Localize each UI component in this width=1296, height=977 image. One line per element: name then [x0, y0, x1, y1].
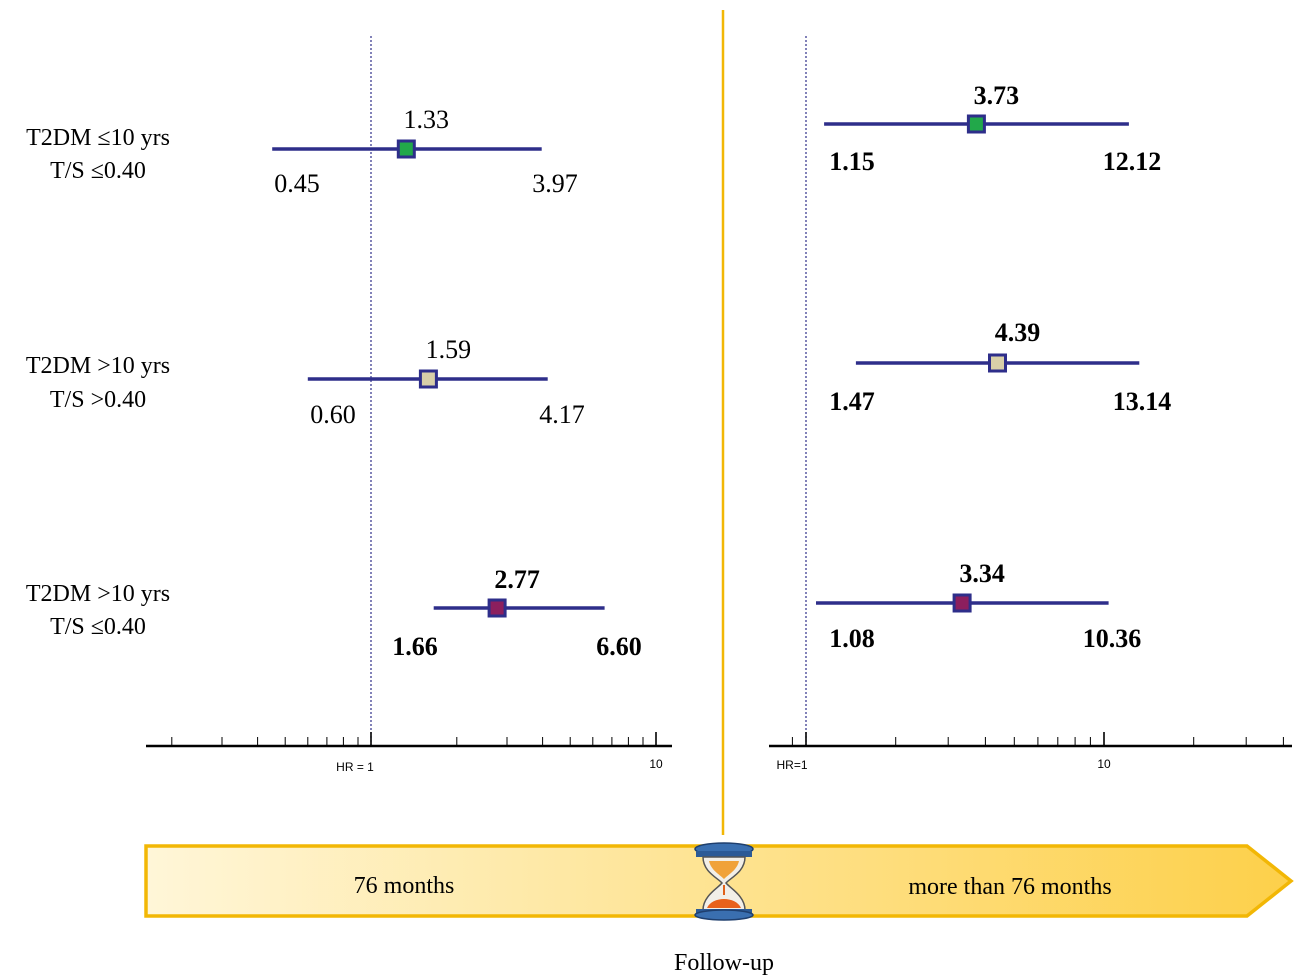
left-axis-tick-label-10: 10	[649, 757, 663, 771]
right-axis-ref-label: HR=1	[776, 758, 807, 772]
right-row1-hr-marker	[966, 114, 986, 134]
right-row1-upper-label: 12.12	[1103, 147, 1162, 176]
forest-plot-right-panel: HR=1 10 3.73 1.15 12.12 4.39 1.47 13.14 …	[769, 36, 1292, 772]
row-labels: T2DM ≤10 yrs T/S ≤0.40 T2DM >10 yrs T/S …	[26, 125, 170, 640]
left-row1-upper-label: 3.97	[532, 169, 578, 198]
right-row3-upper-label: 10.36	[1083, 624, 1142, 653]
left-axis-ticks	[171, 732, 657, 746]
right-row3-hr-marker	[952, 593, 972, 613]
row-label-2-line1: T2DM >10 yrs	[26, 353, 170, 379]
right-row2-hr-label: 4.39	[995, 318, 1041, 347]
left-row1-hr-marker	[396, 139, 416, 159]
right-row1-hr-label: 3.73	[974, 81, 1020, 110]
left-row2-upper-label: 4.17	[539, 400, 585, 429]
left-row3-hr-marker	[487, 598, 507, 618]
right-row3-hr-label: 3.34	[959, 559, 1005, 588]
forest-plot-left-panel: HR = 1 10 1.33 0.45 3.97 1.59 0.60 4.17 …	[146, 36, 672, 774]
left-axis-ref-label: HR = 1	[336, 760, 374, 774]
timeline-left-label: 76 months	[354, 873, 455, 899]
row-label-3-line2: T/S ≤0.40	[50, 614, 146, 640]
hourglass-icon	[694, 842, 754, 921]
left-row3-lower-label: 1.66	[392, 632, 438, 661]
timeline-arrow	[144, 844, 1294, 918]
left-row2-hr-label: 1.59	[426, 335, 472, 364]
right-axis-tick-label-10: 10	[1097, 757, 1111, 771]
right-row2-hr-marker	[988, 353, 1007, 373]
row-label-1-line2: T/S ≤0.40	[50, 158, 146, 184]
left-row1-lower-label: 0.45	[274, 169, 320, 198]
row-label-3-line1: T2DM >10 yrs	[26, 581, 170, 607]
right-row1-lower-label: 1.15	[829, 147, 875, 176]
follow-up-timeline: 76 months more than 76 months Follow-up	[144, 842, 1294, 976]
left-row3-upper-label: 6.60	[596, 632, 642, 661]
follow-up-caption: Follow-up	[674, 950, 774, 976]
right-row2-lower-label: 1.47	[829, 387, 875, 416]
timeline-right-label: more than 76 months	[908, 874, 1111, 900]
row-label-2-line2: T/S >0.40	[50, 387, 146, 413]
row-label-1-line1: T2DM ≤10 yrs	[26, 125, 170, 151]
right-row3-lower-label: 1.08	[829, 624, 875, 653]
left-row3-hr-label: 2.77	[494, 565, 540, 594]
left-row2-hr-marker	[418, 369, 438, 389]
right-axis-ticks	[791, 732, 1284, 746]
left-row2-lower-label: 0.60	[310, 400, 356, 429]
left-row1-hr-label: 1.33	[404, 105, 450, 134]
right-row2-upper-label: 13.14	[1113, 387, 1172, 416]
